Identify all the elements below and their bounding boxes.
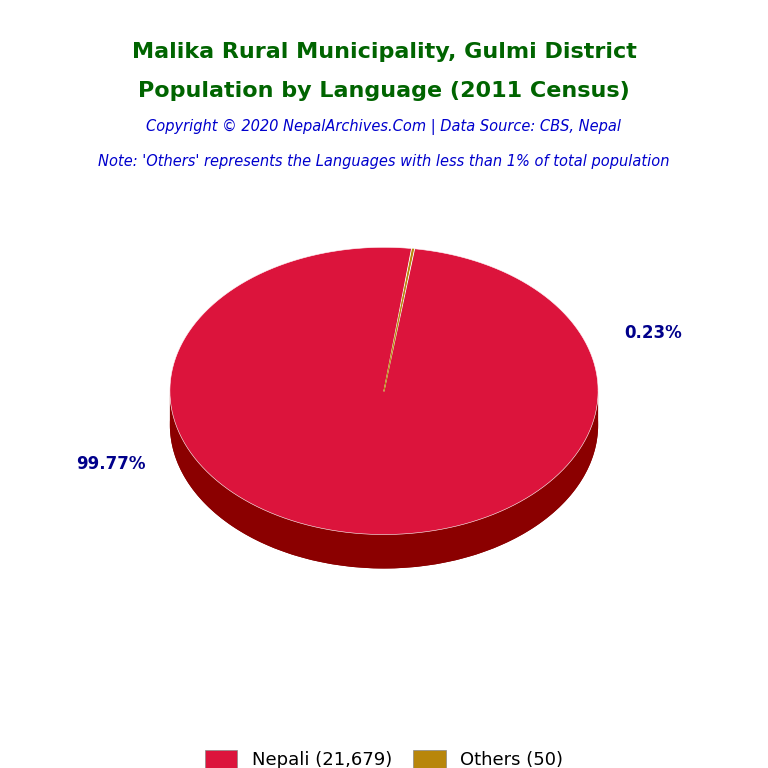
Text: Copyright © 2020 NepalArchives.Com | Data Source: CBS, Nepal: Copyright © 2020 NepalArchives.Com | Dat…: [147, 119, 621, 135]
Text: Note: 'Others' represents the Languages with less than 1% of total population: Note: 'Others' represents the Languages …: [98, 154, 670, 169]
Text: 0.23%: 0.23%: [624, 324, 682, 343]
Polygon shape: [170, 391, 598, 568]
Text: Population by Language (2011 Census): Population by Language (2011 Census): [138, 81, 630, 101]
Polygon shape: [384, 249, 415, 391]
Ellipse shape: [170, 281, 598, 568]
Legend: Nepali (21,679), Others (50): Nepali (21,679), Others (50): [197, 743, 571, 768]
Text: 99.77%: 99.77%: [76, 455, 145, 473]
Polygon shape: [170, 247, 598, 535]
Text: Malika Rural Municipality, Gulmi District: Malika Rural Municipality, Gulmi Distric…: [131, 42, 637, 62]
